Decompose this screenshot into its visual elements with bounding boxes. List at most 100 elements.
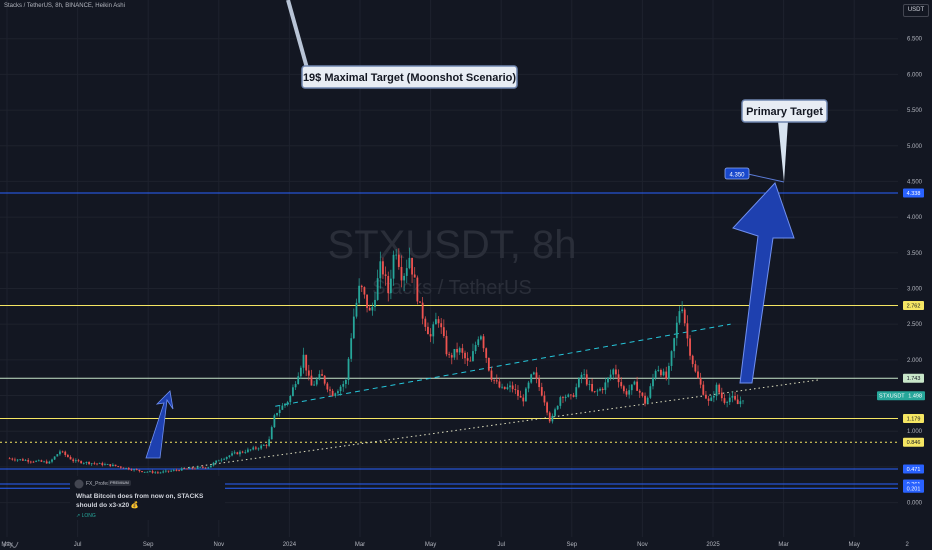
candle-body bbox=[617, 374, 620, 383]
candle-body bbox=[186, 468, 188, 470]
idea-card[interactable]: FX_Professor PREMIUM What Bitcoin does f… bbox=[70, 476, 225, 520]
time-tick-label: Jul bbox=[74, 542, 82, 548]
candle-body bbox=[620, 382, 623, 387]
price-tick-label: 6.000 bbox=[907, 72, 923, 78]
candle-body bbox=[236, 452, 239, 455]
price-axis[interactable]: 0.0000.5001.0001.5002.0002.5003.0003.500… bbox=[877, 0, 932, 538]
candle-body bbox=[604, 382, 607, 391]
candle-body bbox=[493, 379, 496, 381]
candle-body bbox=[77, 460, 80, 462]
candle-body bbox=[379, 261, 382, 279]
candle-body bbox=[127, 467, 130, 470]
moonshot-callout-box[interactable] bbox=[301, 65, 518, 89]
candle-body bbox=[239, 451, 241, 455]
candle-body bbox=[530, 374, 533, 383]
candle-body bbox=[66, 454, 69, 457]
primary-callout-text: Primary Target bbox=[746, 106, 823, 118]
time-tick-label: Nov bbox=[637, 542, 648, 548]
candle-body bbox=[315, 379, 318, 385]
candle-body bbox=[93, 463, 96, 465]
candle-body bbox=[262, 445, 265, 446]
level-price-tag bbox=[903, 188, 924, 198]
level-price-tag bbox=[903, 413, 924, 423]
candle-body bbox=[233, 452, 236, 454]
level-price-tag bbox=[903, 437, 924, 447]
candle-body bbox=[342, 383, 345, 387]
price-tick-label: 2.500 bbox=[907, 322, 923, 328]
candle-body bbox=[554, 409, 556, 416]
candle-body bbox=[323, 375, 326, 384]
candle-body bbox=[567, 394, 570, 397]
primary-callout-box[interactable] bbox=[741, 99, 828, 123]
candle-body bbox=[403, 275, 406, 281]
candle-body bbox=[363, 287, 366, 295]
candle-body bbox=[522, 397, 525, 402]
candle-body bbox=[149, 471, 151, 472]
candle-body bbox=[321, 374, 323, 376]
candle-body bbox=[305, 354, 308, 371]
candle-body bbox=[278, 409, 281, 414]
candle-body bbox=[143, 471, 146, 473]
time-tick-label: Jul bbox=[497, 542, 505, 548]
time-tick-label: Nov bbox=[213, 542, 224, 548]
primary-target-arrow bbox=[732, 182, 795, 384]
candle-body bbox=[678, 311, 681, 323]
candle-body bbox=[45, 461, 48, 464]
candle-body bbox=[535, 372, 538, 379]
candle-body bbox=[509, 385, 511, 388]
time-axis-bg bbox=[0, 537, 932, 550]
candle-body bbox=[254, 447, 257, 449]
currency-button[interactable]: USDT bbox=[903, 4, 929, 17]
time-tick-label: Mar bbox=[355, 542, 365, 548]
price-tick-label: 3.000 bbox=[907, 286, 923, 292]
candle-body bbox=[101, 463, 104, 466]
candle-body bbox=[157, 472, 159, 474]
idea-author[interactable]: FX_Professor bbox=[86, 481, 117, 487]
candle-body bbox=[106, 464, 109, 465]
level-price-label: 0.471 bbox=[907, 467, 921, 473]
candle-body bbox=[289, 395, 292, 403]
candle-body bbox=[456, 348, 458, 353]
idea-title[interactable]: What Bitcoin does from now on, STACKS sh… bbox=[76, 493, 204, 509]
candle-body bbox=[599, 388, 601, 391]
candle-body bbox=[487, 357, 490, 371]
candle-body bbox=[710, 397, 713, 401]
candle-body bbox=[461, 348, 464, 353]
candle-body bbox=[204, 467, 207, 469]
candle-body bbox=[347, 358, 350, 381]
candle-body bbox=[164, 470, 167, 472]
candle-body bbox=[223, 458, 225, 460]
time-tick-label: May bbox=[1, 542, 12, 548]
candle-body bbox=[660, 369, 662, 376]
candle-body bbox=[268, 439, 271, 446]
candle-body bbox=[273, 415, 276, 428]
candle-body bbox=[480, 336, 482, 340]
candle-body bbox=[244, 452, 247, 453]
candle-body bbox=[392, 254, 395, 279]
candle-body bbox=[657, 369, 660, 371]
candle-body bbox=[366, 294, 368, 308]
time-axis[interactable]: May Jul Sep Nov 2024 Mar May Jul Sep Nov 2025 Mar Ma… bbox=[0, 537, 932, 550]
signature-logo bbox=[3, 541, 19, 548]
candle-body bbox=[117, 466, 120, 467]
candle-body bbox=[466, 358, 469, 361]
candle-body bbox=[37, 460, 40, 462]
candle-body bbox=[217, 460, 220, 462]
candle-body bbox=[172, 469, 175, 471]
candle-body bbox=[247, 449, 249, 453]
candle-body bbox=[683, 309, 686, 324]
candle-body bbox=[159, 472, 162, 474]
candle-body bbox=[424, 318, 427, 327]
candle-body bbox=[14, 459, 16, 461]
candle-body bbox=[615, 369, 617, 375]
early-breakout-arrow bbox=[145, 390, 174, 459]
candle-body bbox=[82, 462, 85, 464]
candle-body bbox=[432, 324, 435, 337]
candle-body bbox=[585, 374, 588, 385]
candle-body bbox=[437, 319, 440, 324]
candle-body bbox=[646, 397, 649, 404]
candle-body bbox=[122, 467, 125, 469]
candle-body bbox=[551, 415, 554, 422]
candle-body bbox=[207, 467, 210, 469]
